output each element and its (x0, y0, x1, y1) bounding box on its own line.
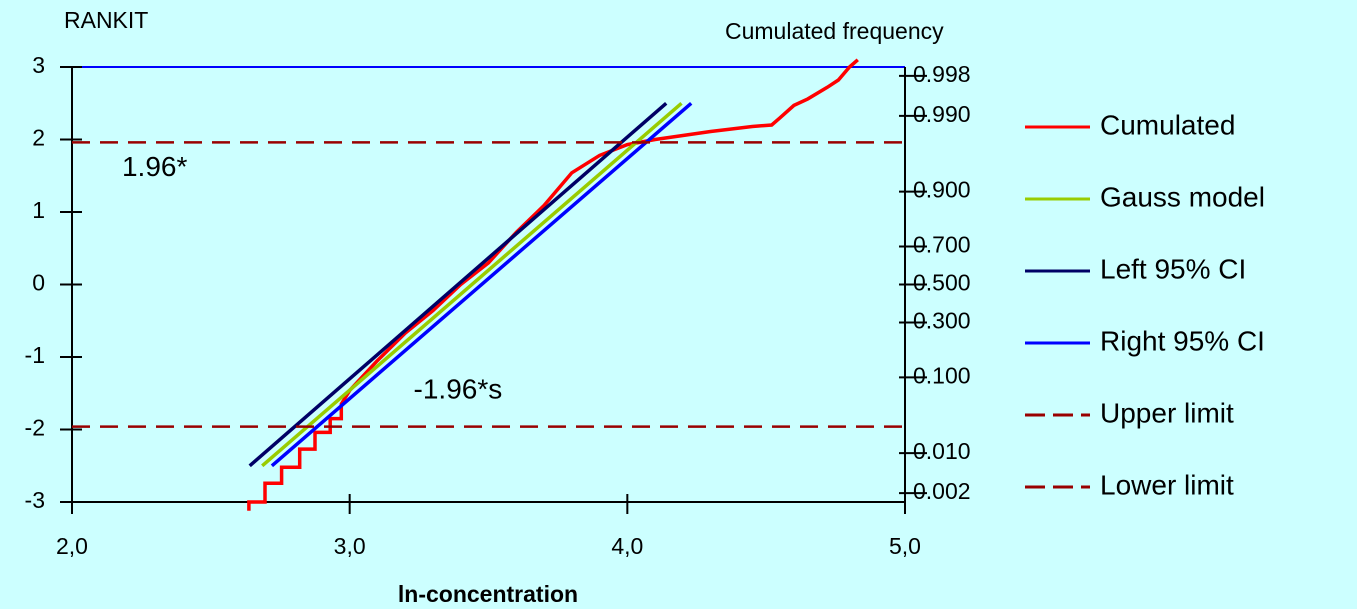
series-line (248, 101, 668, 468)
series-line (270, 101, 693, 468)
y2-tick-label: 0.002 (913, 478, 971, 504)
annotation: 1.96* (122, 151, 187, 182)
y-tick-label: -1 (25, 342, 45, 368)
y-tick-label: -3 (25, 487, 45, 513)
x-axis-title: ln-concentration (398, 581, 578, 607)
series-line (247, 58, 859, 511)
x-tick-label: 2,0 (56, 533, 88, 559)
legend-label: Upper limit (1100, 397, 1234, 428)
y2-tick-label: 0.010 (913, 438, 971, 464)
y-axis-title: RANKIT (64, 7, 148, 33)
y-tick-label: 3 (32, 52, 45, 78)
legend-label: Lower limit (1100, 469, 1234, 500)
x-tick-label: 3,0 (334, 533, 366, 559)
y-tick-label: 0 (32, 270, 45, 296)
y2-tick-labels: 0.998 0.990 0.900 0.700 0.500 0.300 0.100 0.010… (913, 61, 971, 504)
y2-tick-label: 0.100 (913, 362, 971, 388)
y2-tick-label: 0.998 (913, 61, 971, 87)
y2-tick-label: 0.700 (913, 232, 971, 258)
x-tick-label: 5,0 (889, 533, 921, 559)
annotation: -1.96*s (414, 373, 503, 404)
y-tick-label: 1 (32, 197, 45, 223)
y2-tick-label: 0.300 (913, 308, 971, 334)
y2-tick-label: 0.500 (913, 270, 971, 296)
y-tick-label: 2 (32, 125, 45, 151)
y2-tick-label: 0.900 (913, 177, 971, 203)
legend-label: Left 95% CI (1100, 253, 1246, 284)
y2-tick-label: 0.990 (913, 101, 971, 127)
series-line (261, 101, 683, 468)
legend-label: Gauss model (1100, 181, 1265, 212)
legend-label: Cumulated (1100, 109, 1235, 140)
x-tick-label: 4,0 (611, 533, 643, 559)
y-tick-label: -2 (25, 415, 45, 441)
y2-axis-title: Cumulated frequency (725, 18, 944, 44)
legend-label: Right 95% CI (1100, 325, 1265, 356)
